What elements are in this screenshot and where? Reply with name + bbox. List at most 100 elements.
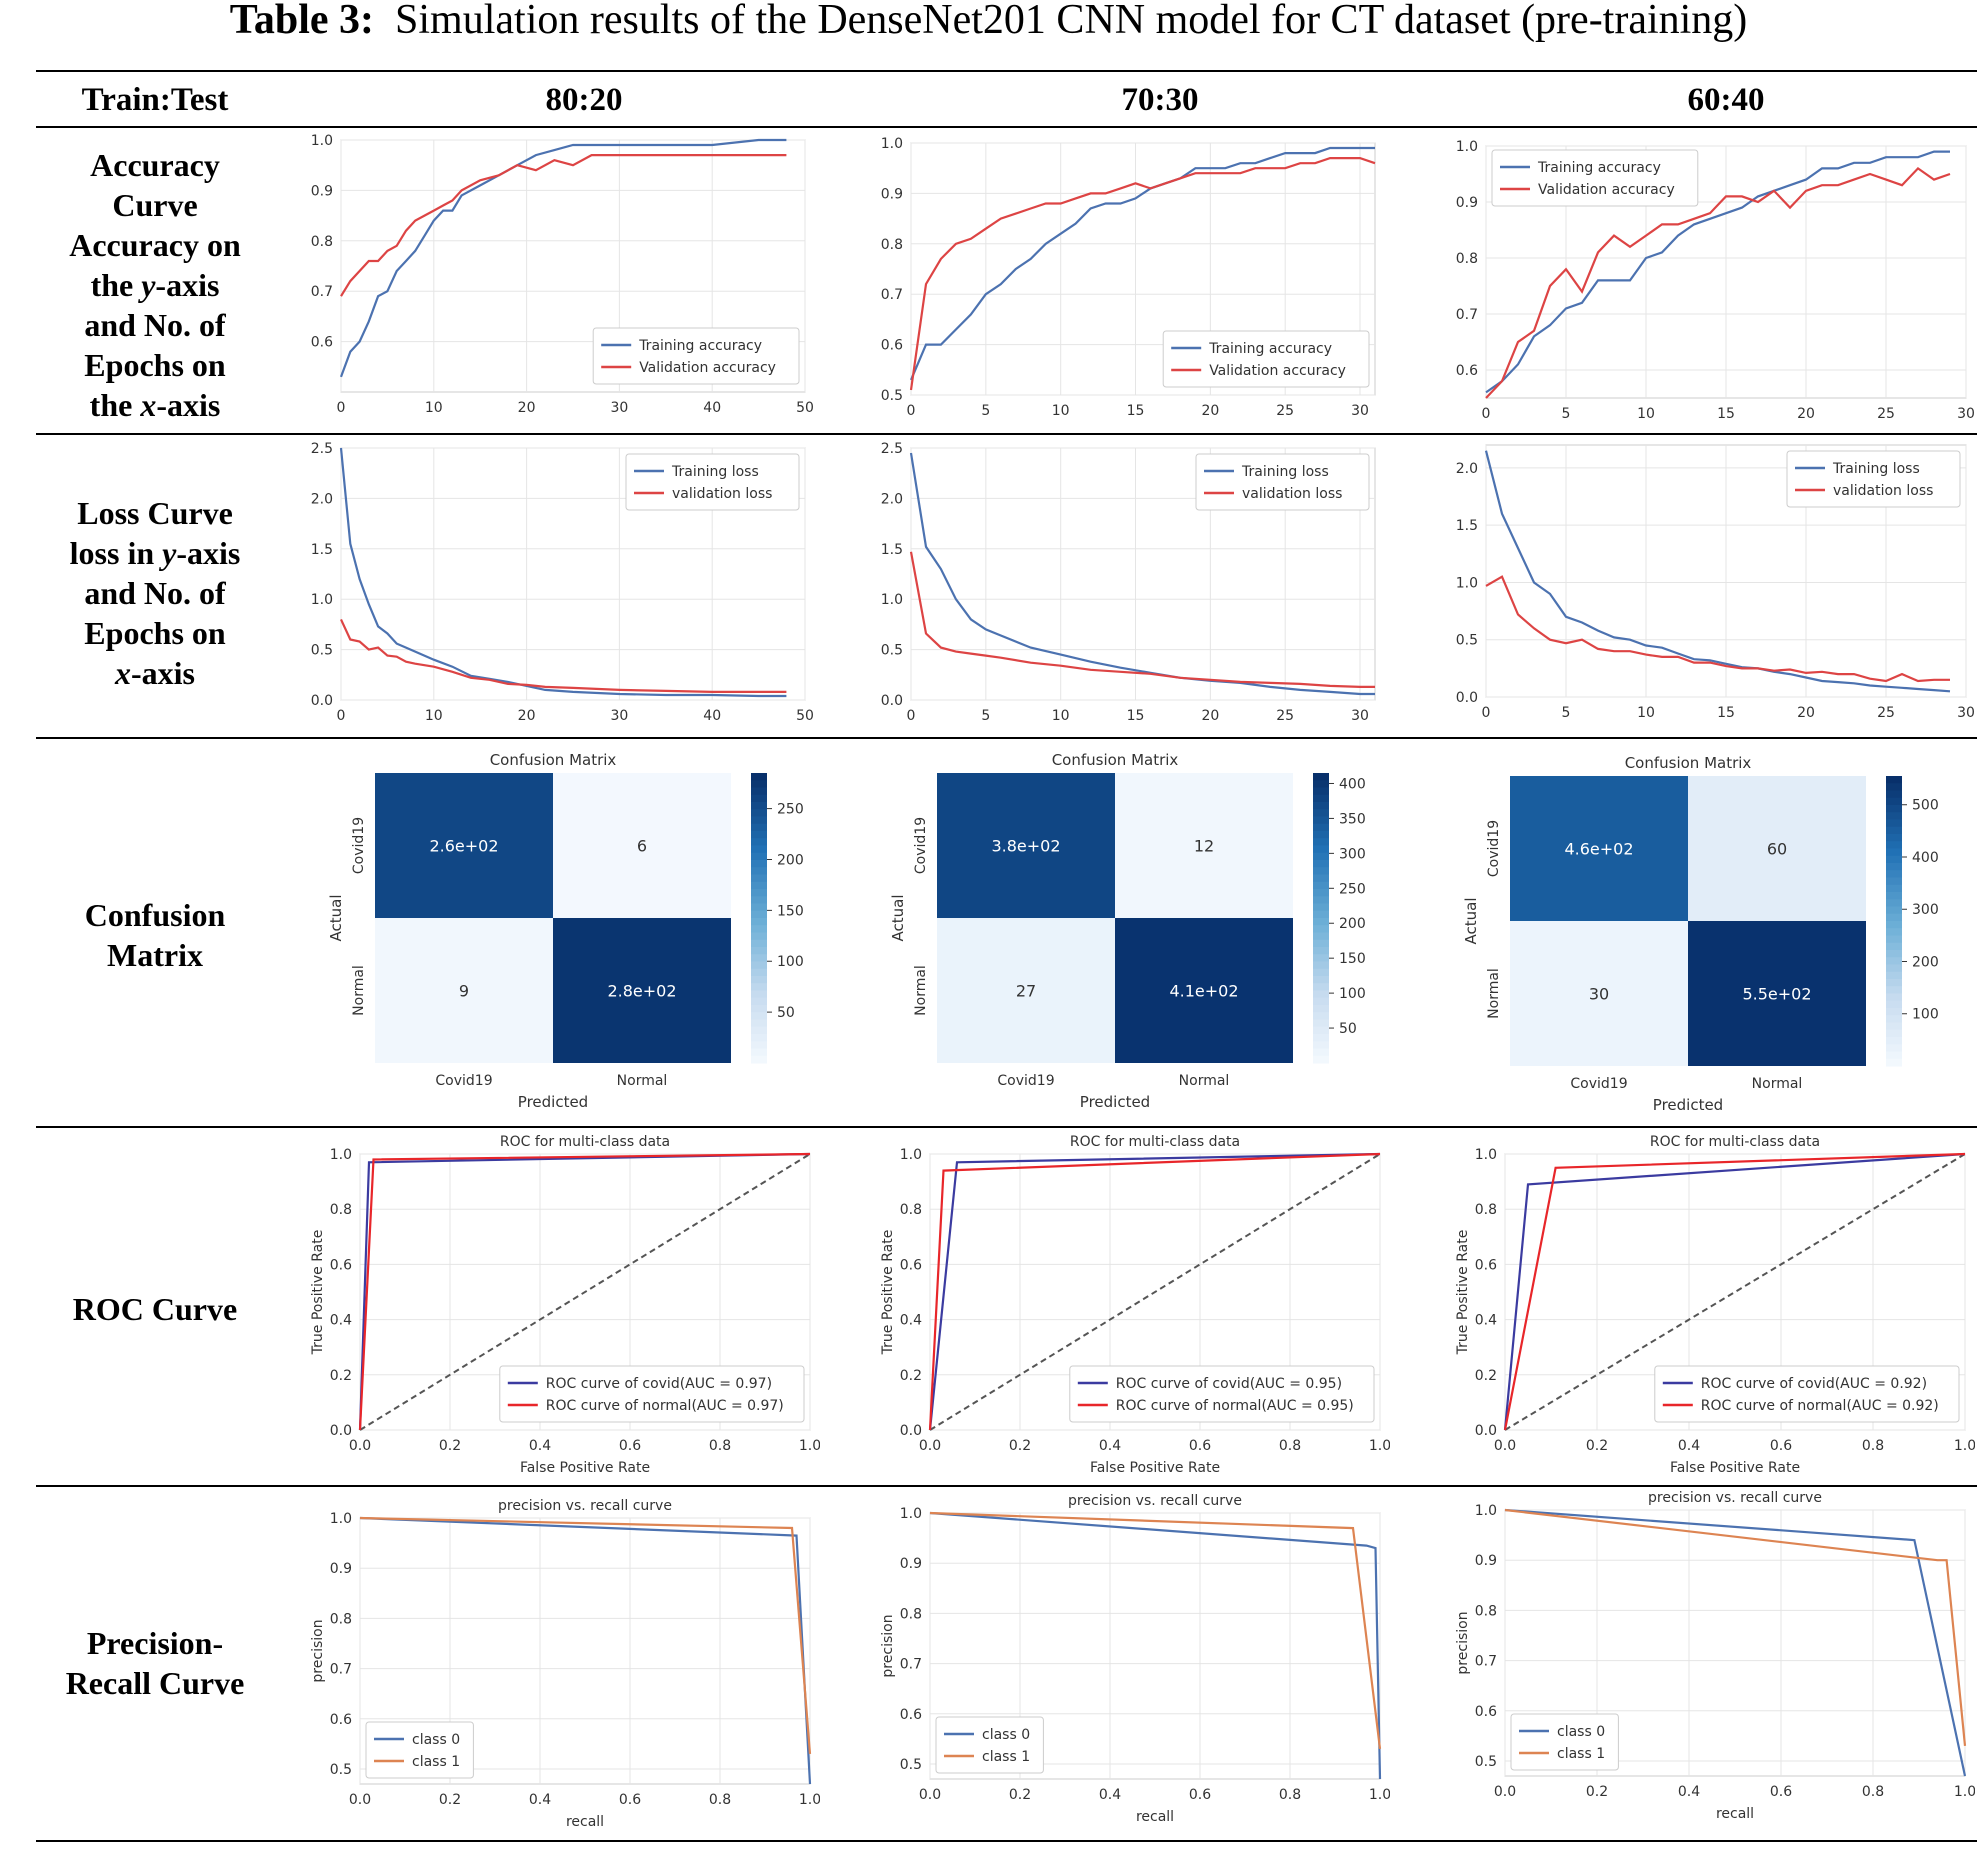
x-tick-label: 0.4 <box>1678 1438 1700 1454</box>
y-tick-label: 0.0 <box>881 693 903 709</box>
rule-after-loss <box>36 737 1977 739</box>
colorbar-segment <box>1886 855 1902 864</box>
y-tick-label: 1.0 <box>881 592 903 608</box>
heatmap-cell <box>553 773 731 918</box>
chart-title: Confusion Matrix <box>1052 751 1179 769</box>
x-tick-label: 30 <box>610 708 628 724</box>
colorbar-segment <box>1886 884 1902 893</box>
series-line-1 <box>1504 1508 1967 1777</box>
x-tick-label: 0.0 <box>919 1787 941 1803</box>
x-tick-label: 30 <box>610 400 628 416</box>
accuracy-chart-80-20: 0 10 20 30 40 50 0.6 0.7 0.8 0.9 1.0 Training accur… <box>311 133 814 416</box>
rule-after-roc <box>36 1485 1977 1487</box>
loss-label-line-2a: loss in <box>69 534 163 571</box>
x-tick-label: 0.8 <box>1279 1787 1301 1803</box>
legend-box <box>1786 450 1961 508</box>
colorbar-segment <box>751 961 767 970</box>
x-tick-label: 20 <box>1797 406 1815 422</box>
colorbar-segment <box>751 773 767 781</box>
accuracy-label-y: y <box>141 267 156 303</box>
colorbar-segment <box>1886 1037 1902 1045</box>
row-label-loss: Loss Curve loss in y-axis and No. of Epo… <box>36 490 274 695</box>
legend-label-2: validation loss <box>1833 483 1933 499</box>
x-tick-label: 25 <box>1877 705 1895 721</box>
loss-label-line-2c: -axis <box>176 534 241 571</box>
y-tick-label: 1.0 <box>311 133 333 149</box>
series-line-1 <box>339 138 787 378</box>
colorbar-segment <box>1886 928 1902 937</box>
loss-label-y: y <box>162 534 177 571</box>
x-tick-label: 10 <box>1637 406 1655 422</box>
y-tick-label: 2.0 <box>881 491 903 507</box>
y-tick-label: 0.5 <box>330 1762 352 1778</box>
x-tick-label: 0 <box>1482 406 1491 422</box>
legend-box <box>625 453 800 511</box>
y-tick-label: 0.6 <box>900 1257 922 1273</box>
series-line-2 <box>1485 166 1951 399</box>
colorbar-segment <box>1313 947 1329 955</box>
accuracy-chart-60-40: 0 5 10 15 20 25 30 0.6 0.7 0.8 0.9 1.0 Training accu… <box>1456 139 1975 422</box>
loss-chart-80-20: 0 10 20 30 40 50 0.0 0.5 1.0 1.5 2.0 2.5 Training lo… <box>311 441 814 724</box>
y-tick-label: 0.6 <box>330 1712 352 1728</box>
y-tick-label: Normal <box>913 965 929 1016</box>
x-tick-label: 0 <box>1482 705 1491 721</box>
precision-recall-chart-70-30: 0.0 0.2 0.4 0.6 0.8 1.0 0.5 0.6 0.7 0.8 0.9 1.0 prec… <box>880 1493 1390 1825</box>
y-tick-label: 1.0 <box>330 1511 352 1527</box>
y-tick-label: 1.0 <box>1456 575 1478 591</box>
y-tick-label: 0.2 <box>900 1368 922 1384</box>
x-tick-label: 1.0 <box>1954 1438 1975 1454</box>
colorbar-segment <box>1313 816 1329 825</box>
y-tick-label: 1.0 <box>1475 1503 1497 1519</box>
y-tick-label: 1.5 <box>311 542 333 558</box>
x-axis-label: False Positive Rate <box>1670 1460 1800 1476</box>
y-tick-label: 0.7 <box>311 284 333 300</box>
x-tick-label: 15 <box>1127 403 1145 419</box>
colorbar-segment <box>1886 1029 1902 1038</box>
x-tick-label: 0.6 <box>1770 1784 1792 1800</box>
legend-box <box>1510 1713 1619 1771</box>
colorbar-tick-label: 150 <box>1339 951 1366 967</box>
legend-box <box>1162 330 1370 388</box>
y-tick-label: 0.7 <box>330 1662 352 1678</box>
top-rule <box>36 70 1977 72</box>
y-tick-label: 0.9 <box>1475 1553 1497 1569</box>
x-tick-label: Covid19 <box>997 1073 1054 1089</box>
colorbar-segment <box>751 816 767 825</box>
colorbar-segment <box>1886 993 1902 1002</box>
colorbar-segment <box>751 947 767 955</box>
series-line-2 <box>929 1511 1382 1750</box>
chart-title: Confusion Matrix <box>490 751 617 769</box>
y-tick-label: 2.0 <box>1456 461 1478 477</box>
cell-label: 5.5e+02 <box>1742 985 1811 1004</box>
x-tick-label: 0.2 <box>439 1792 461 1808</box>
col-header-70-30: 70:30 <box>1121 82 1199 118</box>
caption-text: Simulation results of the DenseNet201 CN… <box>395 0 1748 43</box>
x-tick-label: 0.8 <box>709 1792 731 1808</box>
x-tick-label: 40 <box>703 400 721 416</box>
legend-label-1: Training accuracy <box>1208 341 1332 357</box>
colorbar-segment <box>1886 1058 1902 1067</box>
heatmap-cell <box>375 773 553 918</box>
y-tick-label: 0.4 <box>330 1313 352 1329</box>
y-tick-label: 0.8 <box>900 1202 922 1218</box>
confusion-label-line-1: Confusion <box>84 897 226 933</box>
colorbar-segment <box>1313 1026 1329 1035</box>
colorbar-tick-label: 350 <box>1339 811 1366 827</box>
y-tick-label: 0.6 <box>881 338 903 354</box>
rule-after-confusion <box>36 1126 1977 1128</box>
legend-label-1: ROC curve of covid(AUC = 0.95) <box>1116 1376 1342 1392</box>
colorbar-segment <box>1886 942 1902 951</box>
y-tick-label: Covid19 <box>351 817 367 874</box>
series-line-2 <box>928 1152 1381 1431</box>
colorbar-segment <box>1886 957 1902 966</box>
row-label-pr: Precision- Recall Curve <box>36 1620 274 1705</box>
y-tick-label: 0.0 <box>330 1423 352 1439</box>
colorbar-segment <box>1886 986 1902 995</box>
x-tick-label: 0.8 <box>709 1438 731 1454</box>
colorbar-segment <box>1313 925 1329 934</box>
colorbar-segment <box>1313 780 1329 789</box>
colorbar-segment <box>1886 971 1902 980</box>
legend-label-2: ROC curve of normal(AUC = 0.97) <box>546 1398 784 1414</box>
series-line-2 <box>358 1152 811 1431</box>
series-line-2 <box>359 1516 812 1754</box>
